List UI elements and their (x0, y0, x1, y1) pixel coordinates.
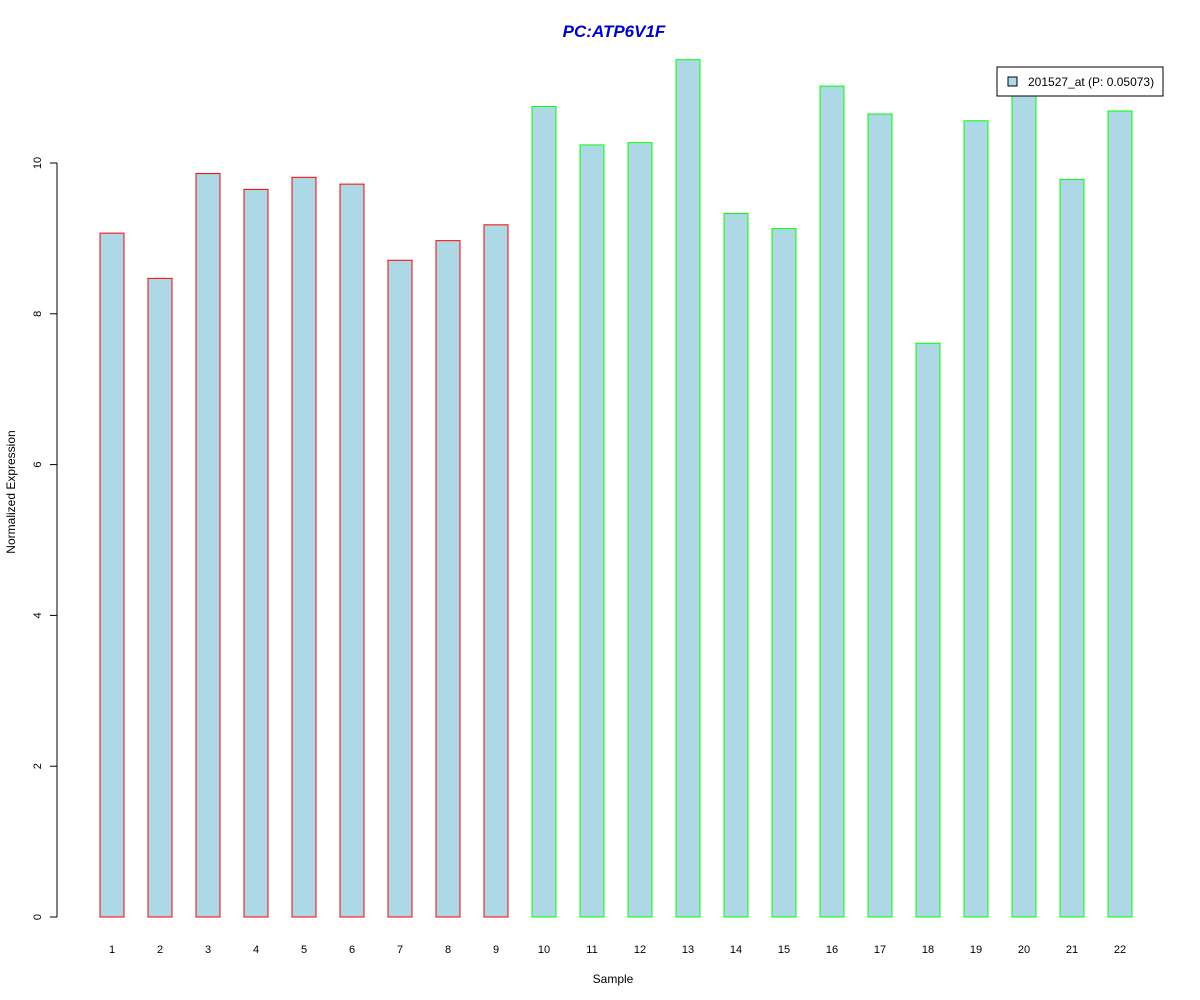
y-tick-label: 2 (32, 763, 44, 769)
y-tick-label: 10 (32, 157, 44, 169)
x-tick-label: 18 (922, 944, 934, 956)
bar-sample-5 (291, 176, 317, 918)
bar-sample-21 (1059, 179, 1085, 918)
x-tick-label: 3 (205, 944, 211, 956)
x-tick-label: 16 (826, 944, 838, 956)
x-tick-label: 6 (349, 944, 355, 956)
x-tick-label: 20 (1018, 944, 1030, 956)
bar-sample-2 (147, 277, 173, 918)
bar-sample-9 (483, 224, 509, 918)
x-tick-label: 21 (1066, 944, 1078, 956)
y-tick-label: 4 (32, 612, 44, 618)
bar-sample-16 (819, 85, 845, 918)
x-tick-label: 5 (301, 944, 307, 956)
legend: 201527_at (P: 0.05073) (996, 66, 1164, 97)
x-axis-label: Sample (593, 972, 634, 986)
x-tick-label: 8 (445, 944, 451, 956)
x-tick-label: 15 (778, 944, 790, 956)
x-tick-label: 9 (493, 944, 499, 956)
y-tick-label: 0 (32, 914, 44, 920)
x-tick-labels: 1 2 3 4 5 6 7 8 9 10 11 12 13 14 15 16 17 18 19 20 21 22 (109, 944, 1126, 956)
y-tick-label: 8 (32, 311, 44, 317)
x-tick-label: 10 (538, 944, 550, 956)
bar-sample-10 (531, 105, 557, 918)
bar-sample-11 (579, 144, 605, 918)
bars (99, 59, 1133, 918)
bar-sample-12 (627, 142, 653, 918)
x-tick-label: 14 (730, 944, 742, 956)
y-axis: 0 2 4 6 8 10 (32, 157, 58, 920)
legend-entry-label: 201527_at (P: 0.05073) (1028, 75, 1154, 89)
legend-swatch (1007, 76, 1018, 87)
bar-sample-3 (195, 173, 221, 918)
bar-sample-13 (675, 59, 701, 918)
x-tick-label: 12 (634, 944, 646, 956)
bar-sample-4 (243, 188, 269, 918)
chart-title: PC:ATP6V1F (563, 22, 666, 41)
x-tick-label: 7 (397, 944, 403, 956)
x-tick-label: 2 (157, 944, 163, 956)
bar-sample-1 (99, 232, 125, 918)
x-tick-label: 11 (586, 944, 597, 956)
bar-sample-15 (771, 228, 797, 918)
bar-sample-14 (723, 213, 749, 918)
bar-sample-8 (435, 240, 461, 918)
bar-sample-7 (387, 259, 413, 918)
bar-sample-6 (339, 183, 365, 918)
legend-box (996, 66, 1164, 97)
y-axis-label: Normalized Expression (4, 430, 18, 553)
x-tick-label: 22 (1114, 944, 1126, 956)
x-tick-label: 19 (970, 944, 982, 956)
x-tick-label: 17 (874, 944, 886, 956)
bar-sample-19 (963, 120, 989, 918)
y-tick-label: 6 (32, 462, 44, 468)
bar-sample-18 (915, 342, 941, 918)
x-tick-label: 4 (253, 944, 259, 956)
x-tick-label: 13 (682, 944, 694, 956)
x-tick-label: 1 (109, 944, 115, 956)
bar-sample-22 (1107, 110, 1133, 918)
bar-sample-17 (867, 113, 893, 918)
bar-sample-20 (1011, 89, 1037, 918)
